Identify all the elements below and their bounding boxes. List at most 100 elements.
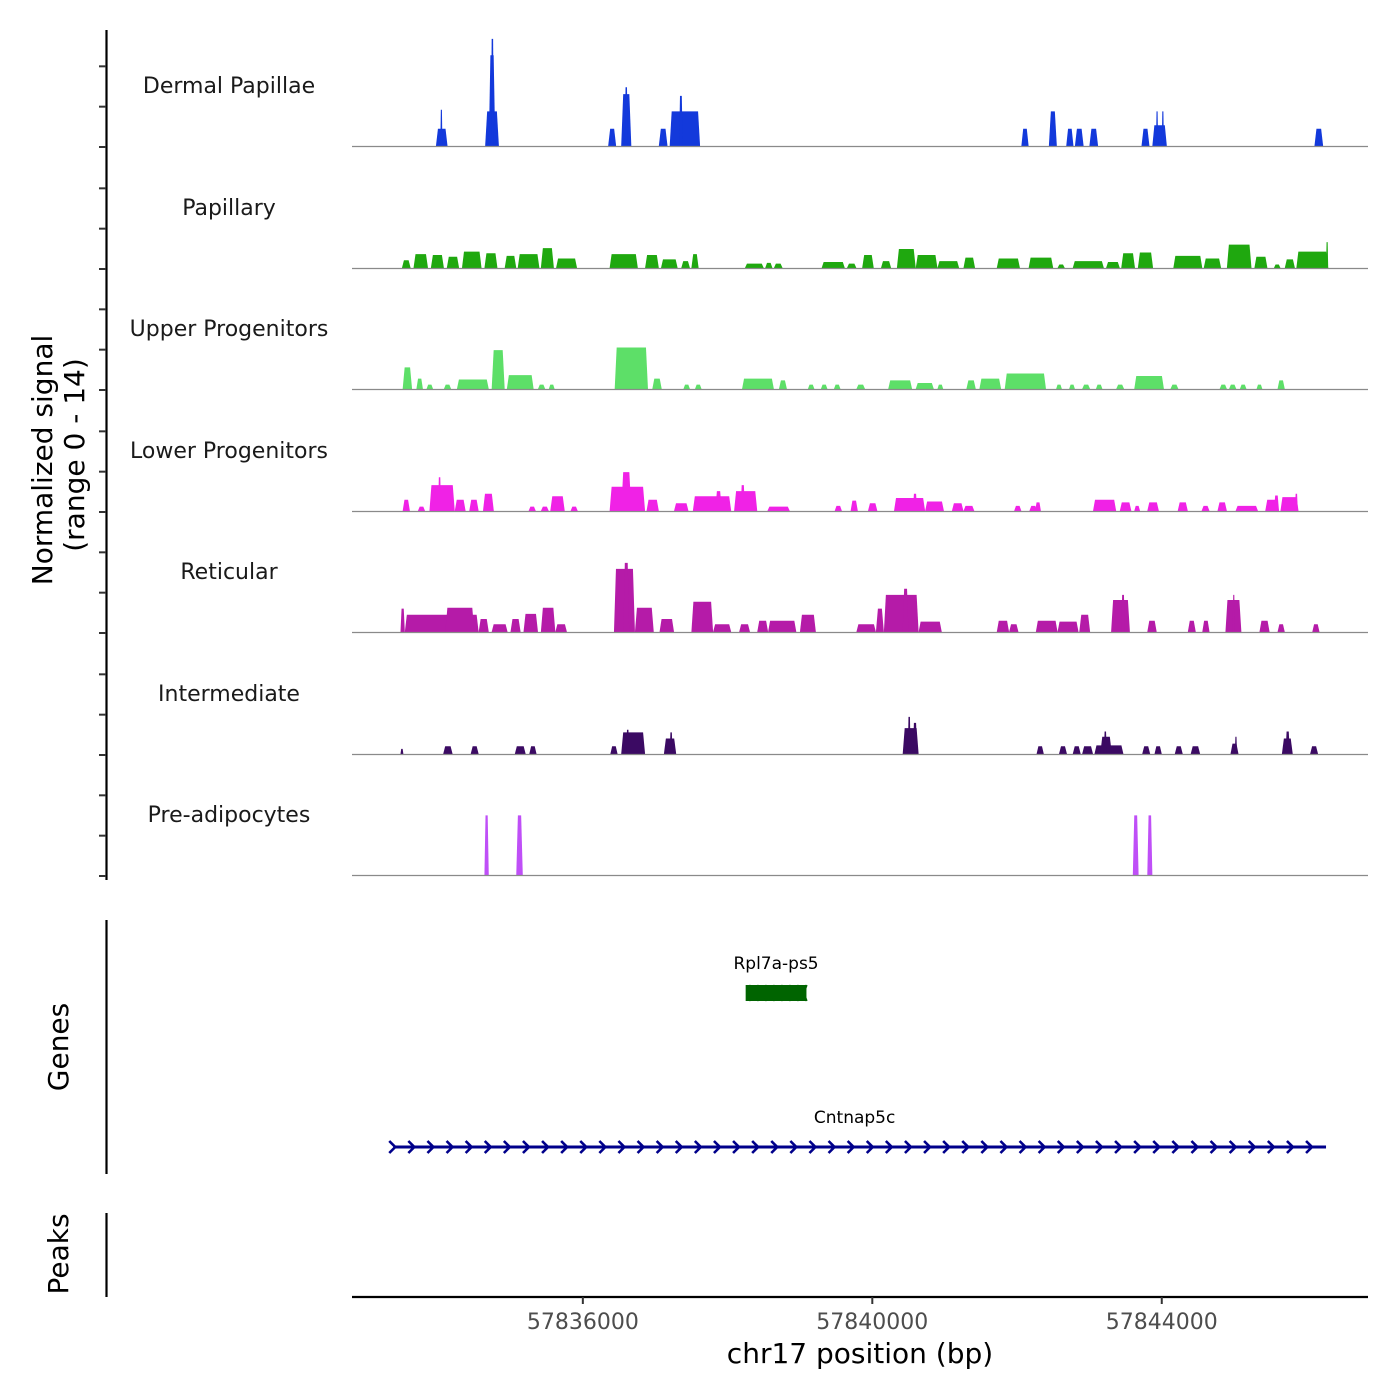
strand-arrow [598,1140,608,1154]
strand-arrow [1190,1140,1200,1154]
signal-block [416,378,423,389]
signal-block [1326,242,1329,268]
signal-block [1284,259,1295,268]
signal-block [880,261,892,268]
y-axis-ticks [99,65,106,877]
signal-block [1226,244,1252,268]
signal-block [925,501,944,511]
signal-block [1173,255,1203,268]
signal-block [1142,746,1151,754]
signal-block [445,607,475,632]
signal-block [491,624,508,632]
signal-block [1201,505,1210,511]
signal-block [1147,620,1157,632]
signal-block [646,499,659,511]
signal-block [1190,746,1201,754]
genes-panel-label: Genes [42,1003,75,1091]
signal-block [937,261,960,268]
signal-block [1277,624,1285,632]
signal-block [734,491,758,511]
signal-block [1079,614,1091,632]
signal-block [1093,499,1117,511]
strand-arrow [751,1140,760,1154]
strand-arrow [1037,1140,1047,1154]
signal-block [966,380,976,389]
strand-arrow [522,1140,531,1154]
strand-arrow [808,1140,818,1154]
track-upper-progenitors: Upper Progenitors [130,317,1368,391]
signal-block [1280,497,1299,511]
signal-block [1057,621,1079,632]
strand-arrow [655,1140,665,1154]
strand-arrow [827,1140,837,1154]
strand-arrow [770,1140,780,1154]
signal-block [799,614,816,632]
signal-block [1230,743,1239,754]
signal-block [1119,502,1132,511]
signal-block [1009,624,1019,632]
signal-block [1277,380,1285,389]
signal-block [915,255,938,268]
strand-arrow [762,984,768,1002]
signal-block [490,38,494,147]
signal-block [413,254,428,268]
track-label: Pre-adipocytes [148,803,311,828]
signal-block [1174,746,1183,754]
signal-block [440,109,443,146]
signal-block [1296,251,1329,268]
signal-block [695,384,702,389]
signal-block [1310,746,1319,754]
signal-block [862,255,874,268]
signal-block [537,384,546,389]
track-label: Upper Progenitors [130,317,329,342]
strand-arrow [802,984,808,1002]
signal-block [669,732,673,754]
signal-block [834,505,842,511]
strand-arrow [1095,1140,1104,1154]
signal-block [1152,125,1167,146]
signal-block [912,493,918,511]
signal-block [757,620,769,632]
signal-block [1066,128,1074,146]
gene-rpl7a-ps5: Rpl7a-ps5 [733,954,819,1002]
signal-block [1203,258,1222,268]
signal-block [691,254,699,268]
signal-block [907,716,911,754]
signal-block [1121,253,1135,268]
signal-block [937,384,944,389]
signal-block [1177,502,1188,511]
strand-arrow [407,1140,417,1154]
strand-arrow [1056,1140,1066,1154]
signal-block [1256,384,1263,389]
signal-block [652,378,662,389]
signal-block [430,255,444,268]
signal-block [996,620,1010,632]
signal-block [691,601,714,632]
signal-block [506,375,534,389]
signal-block [1057,264,1065,268]
strand-arrow [1133,1140,1142,1154]
signal-block [1147,502,1159,511]
signal-block [1239,384,1247,389]
signal-block [1029,505,1038,511]
peaks-panel-label: Peaks [42,1213,75,1294]
signal-block [1232,594,1235,632]
signal-block [417,506,426,511]
strand-arrow [1171,1140,1181,1154]
signal-block [529,746,537,754]
signal-block [1074,128,1084,146]
signal-block [1035,620,1058,632]
signal-block [744,263,764,268]
signal-block [456,379,489,389]
x-axis-title: chr17 position (bp) [727,1337,993,1370]
signal-block [867,503,878,511]
strand-arrow [789,1140,799,1154]
x-tick-label: 57836000 [527,1310,639,1335]
signal-block [401,260,411,268]
signal-block [679,95,683,146]
signal-block [1155,111,1159,146]
signal-block [821,261,845,268]
signal-block [1234,736,1238,754]
gene-cntnap5c: Cntnap5c [388,1108,1327,1154]
signal-block [768,620,797,632]
